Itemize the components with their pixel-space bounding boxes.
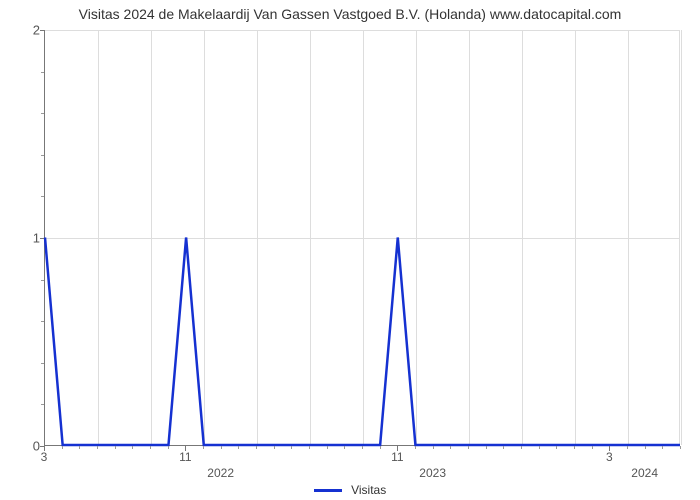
x-tick-minor	[415, 446, 416, 449]
x-tick-minor	[62, 446, 63, 449]
x-tick-minor	[203, 446, 204, 449]
x-tick-minor	[79, 446, 80, 449]
x-year-label: 2023	[419, 466, 446, 480]
x-tick-minor	[450, 446, 451, 449]
x-tick-minor	[115, 446, 116, 449]
x-tick-label: 3	[41, 450, 48, 464]
x-year-label: 2022	[207, 466, 234, 480]
x-year-label: 2024	[631, 466, 658, 480]
y-tick-minor	[41, 404, 44, 405]
x-tick-minor	[521, 446, 522, 449]
x-tick-minor	[468, 446, 469, 449]
y-tick-minor	[41, 321, 44, 322]
x-tick-minor	[627, 446, 628, 449]
chart-title: Visitas 2024 de Makelaardij Van Gassen V…	[0, 6, 700, 22]
y-tick-label: 0	[26, 439, 40, 454]
x-tick-label: 11	[179, 450, 191, 464]
x-tick-minor	[344, 446, 345, 449]
x-tick-minor	[221, 446, 222, 449]
y-tick-label: 1	[26, 231, 40, 246]
x-tick-minor	[645, 446, 646, 449]
x-tick-minor	[150, 446, 151, 449]
x-tick-minor	[309, 446, 310, 449]
x-tick-minor	[662, 446, 663, 449]
x-tick-mark	[44, 446, 45, 451]
y-tick-minor	[41, 280, 44, 281]
x-tick-minor	[97, 446, 98, 449]
x-tick-minor	[132, 446, 133, 449]
x-tick-minor	[291, 446, 292, 449]
x-tick-minor	[274, 446, 275, 449]
x-tick-minor	[362, 446, 363, 449]
legend: Visitas	[0, 482, 700, 497]
x-tick-label: 3	[606, 450, 613, 464]
x-tick-minor	[168, 446, 169, 449]
line-series	[45, 30, 680, 445]
x-tick-minor	[327, 446, 328, 449]
x-tick-minor	[680, 446, 681, 449]
x-tick-minor	[256, 446, 257, 449]
x-tick-minor	[433, 446, 434, 449]
x-tick-minor	[503, 446, 504, 449]
gridline-vertical	[681, 30, 682, 445]
x-tick-mark	[609, 446, 610, 451]
y-tick-minor	[41, 363, 44, 364]
y-tick-minor	[41, 196, 44, 197]
x-tick-minor	[238, 446, 239, 449]
x-tick-mark	[397, 446, 398, 451]
legend-swatch	[314, 489, 342, 492]
x-tick-minor	[486, 446, 487, 449]
y-tick-minor	[41, 113, 44, 114]
y-tick-mark	[40, 30, 44, 31]
x-tick-minor	[556, 446, 557, 449]
x-tick-minor	[592, 446, 593, 449]
plot-area	[44, 30, 680, 446]
x-tick-minor	[539, 446, 540, 449]
chart-container: Visitas 2024 de Makelaardij Van Gassen V…	[0, 0, 700, 500]
x-tick-minor	[574, 446, 575, 449]
y-tick-label: 2	[26, 23, 40, 38]
x-tick-label: 11	[391, 450, 403, 464]
y-tick-minor	[41, 72, 44, 73]
y-tick-minor	[41, 155, 44, 156]
x-tick-mark	[185, 446, 186, 451]
legend-label: Visitas	[351, 483, 386, 497]
x-tick-minor	[380, 446, 381, 449]
series-polyline	[45, 238, 680, 446]
y-tick-mark	[40, 238, 44, 239]
